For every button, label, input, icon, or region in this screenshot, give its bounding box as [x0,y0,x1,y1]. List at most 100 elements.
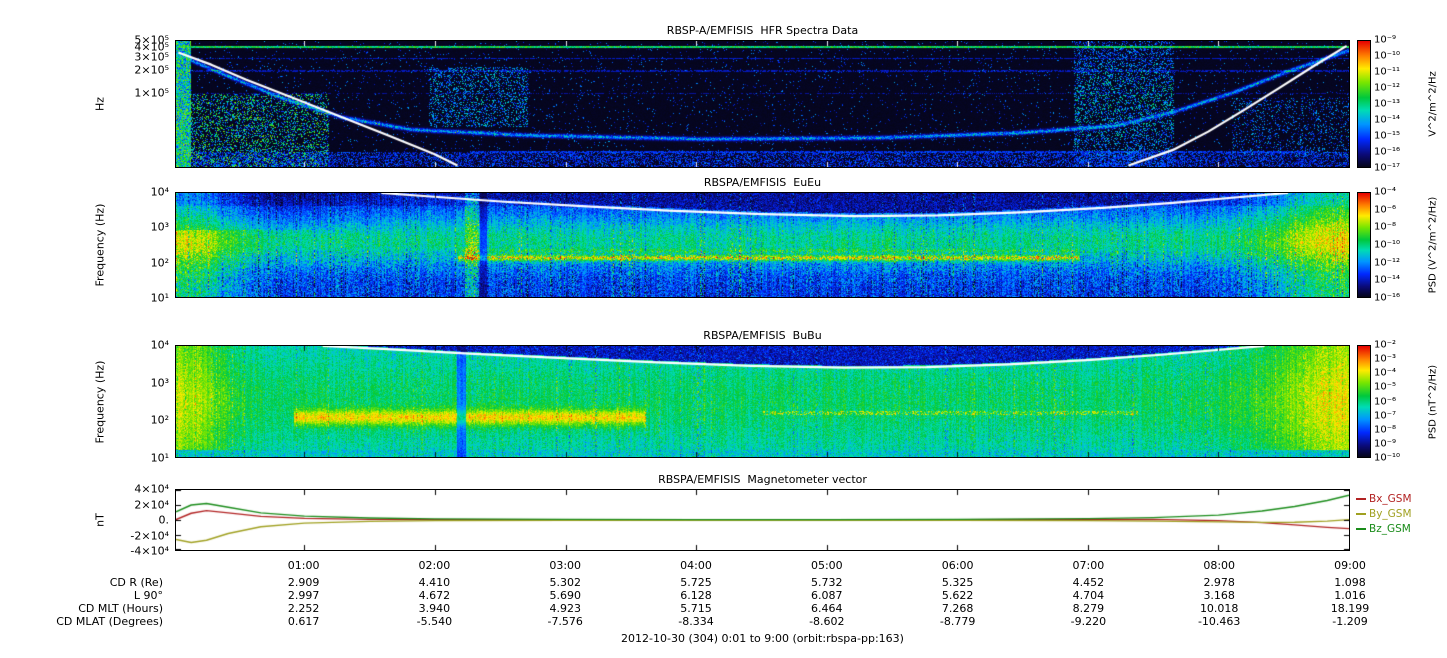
colorbar-tick-label: 10⁻⁴ [1374,187,1396,198]
panel-hfr-spectra: RBSP-A/EMFISIS HFR Spectra Data Hz 5×10⁵… [0,40,1447,168]
eueu-colorbar-unit-label: PSD (V^2/m^2/Hz) [1428,197,1439,294]
y-tick-label: -4×10⁴ [130,545,169,558]
figure-caption: 2012-10-30 (304) 0:01 to 9:00 (orbit:rbs… [175,632,1350,645]
y-tick-label: 4×10⁴ [134,483,169,496]
time-tick-label: 02:00 [419,559,451,572]
time-tick-label: 03:00 [549,559,581,572]
ephemeris-value: 5.725 [680,576,712,589]
ephemeris-row-label: CD R (Re) [0,576,163,589]
legend-item-bz-gsm: Bz_GSM [1356,521,1446,536]
time-tick-label: 07:00 [1073,559,1105,572]
time-tick-label: 05:00 [811,559,843,572]
time-axis-labels: 01:0002:0003:0004:0005:0006:0007:0008:00… [0,559,1447,573]
time-tick-label: 06:00 [942,559,974,572]
ephemeris-value: 4.672 [419,589,451,602]
colorbar-tick-label: 10⁻¹⁰ [1374,453,1400,464]
panel-title-eueu: RBSPA/EMFISIS EuEu [175,176,1350,189]
ephemeris-value: -1.209 [1332,615,1367,628]
y-tick-label: 10³ [151,376,169,389]
ephemeris-value: 4.452 [1073,576,1105,589]
colorbar-tick-label: 10⁻¹³ [1374,99,1400,110]
ephemeris-value: -8.602 [809,615,844,628]
y-axis-ticks-bubu: 10⁴10³10²10¹ [0,345,172,458]
colorbar-tick-label: 10⁻² [1374,340,1396,351]
legend-line-swatch [1356,498,1366,500]
ephemeris-value: 5.732 [811,576,843,589]
ephemeris-value: 7.268 [942,602,974,615]
colorbar-tick-label: 10⁻⁴ [1374,368,1396,379]
colorbar-tick-label: 10⁻¹¹ [1374,67,1400,78]
colorbar-tick-label: 10⁻¹⁴ [1374,115,1400,126]
colorbar-tick-label: 10⁻⁶ [1374,396,1396,407]
ephemeris-value: -7.576 [547,615,582,628]
ephemeris-value: 8.279 [1073,602,1105,615]
legend-item-bx-gsm: Bx_GSM [1356,491,1446,506]
ephemeris-value: 1.098 [1334,576,1366,589]
hfr-colorbar-ticks: 10⁻⁹10⁻¹⁰10⁻¹¹10⁻¹²10⁻¹³10⁻¹⁴10⁻¹⁵10⁻¹⁶1… [1374,40,1420,168]
ephemeris-row-label: CD MLAT (Degrees) [0,615,163,628]
y-axis-ticks-magnetometer: 4×10⁴2×10⁴0.-2×10⁴-4×10⁴ [0,489,172,551]
magnetometer-legend: Bx_GSM By_GSM Bz_GSM [1356,491,1446,536]
ephemeris-value: 6.128 [680,589,712,602]
y-tick-label: 0. [159,514,170,527]
ephemeris-value: 2.997 [288,589,320,602]
legend-label: By_GSM [1369,508,1412,520]
bubu-colorbar [1357,345,1371,458]
eueu-colorbar [1357,192,1371,298]
colorbar-tick-label: 10⁻¹⁵ [1374,131,1400,142]
hfr-colorbar-unit-label: V^2/m^2/Hz [1428,71,1439,137]
y-tick-label: 2×10⁵ [134,63,169,76]
magnetometer-plot-area [175,489,1350,551]
y-tick-label: 3×10⁵ [134,50,169,63]
ephemeris-value: 10.018 [1200,602,1239,615]
ephemeris-value: 4.923 [549,602,581,615]
ephemeris-value: 2.252 [288,602,320,615]
y-tick-label: 1×10⁵ [134,86,169,99]
magnetometer-line-canvas [176,490,1349,550]
ephemeris-value: 5.325 [942,576,974,589]
ephemeris-value: 6.087 [811,589,843,602]
colorbar-tick-label: 10⁻³ [1374,354,1396,365]
colorbar-tick-label: 10⁻¹⁶ [1374,147,1400,158]
ephemeris-value: -10.463 [1198,615,1240,628]
colorbar-tick-label: 10⁻¹⁶ [1374,293,1400,304]
legend-label: Bx_GSM [1369,493,1412,505]
ephemeris-value: 5.715 [680,602,712,615]
colorbar-tick-label: 10⁻¹⁰ [1374,51,1400,62]
time-tick-label: 08:00 [1203,559,1235,572]
colorbar-tick-label: 10⁻⁸ [1374,222,1396,233]
ephemeris-value: 1.016 [1334,589,1366,602]
legend-item-by-gsm: By_GSM [1356,506,1446,521]
y-tick-label: 10¹ [151,452,169,465]
colorbar-tick-label: 10⁻⁷ [1374,410,1396,421]
eueu-colorbar-ticks: 10⁻⁴10⁻⁶10⁻⁸10⁻¹⁰10⁻¹²10⁻¹⁴10⁻¹⁶ [1374,192,1420,298]
ephemeris-value: 18.199 [1331,602,1370,615]
y-axis-ticks-hfr: 5×10⁵4×10⁵3×10⁵2×10⁵1×10⁵ [0,40,172,168]
ephemeris-value: 3.940 [419,602,451,615]
colorbar-tick-label: 10⁻¹⁷ [1374,163,1400,174]
panel-eueu-spectra: RBSPA/EMFISIS EuEu Frequency (Hz) 10⁴10³… [0,192,1447,298]
hfr-plot-area [175,40,1350,168]
panel-title-magnetometer: RBSPA/EMFISIS Magnetometer vector [175,473,1350,486]
legend-line-swatch [1356,528,1366,530]
ephemeris-value: 5.302 [549,576,581,589]
colorbar-tick-label: 10⁻¹² [1374,83,1400,94]
ephemeris-row: CD R (Re)2.9094.4105.3025.7255.7325.3254… [0,576,1447,589]
ephemeris-value: 5.690 [549,589,581,602]
colorbar-tick-label: 10⁻⁹ [1374,35,1396,46]
ephemeris-value: 6.464 [811,602,843,615]
colorbar-tick-label: 10⁻⁹ [1374,438,1396,449]
y-tick-label: 10¹ [151,292,169,305]
ephemeris-row: CD MLAT (Degrees)0.617-5.540-7.576-8.334… [0,615,1447,628]
colorbar-tick-label: 10⁻¹⁰ [1374,240,1400,251]
legend-label: Bz_GSM [1369,523,1411,535]
y-tick-label: 10⁴ [151,339,169,352]
ephemeris-value: 5.622 [942,589,974,602]
bubu-colorbar-ticks: 10⁻²10⁻³10⁻⁴10⁻⁵10⁻⁶10⁻⁷10⁻⁸10⁻⁹10⁻¹⁰ [1374,345,1420,458]
hfr-spectrogram-canvas [176,41,1349,167]
panel-title-hfr: RBSP-A/EMFISIS HFR Spectra Data [175,24,1350,37]
y-tick-label: 10³ [151,221,169,234]
panel-magnetometer: RBSPA/EMFISIS Magnetometer vector nT 4×1… [0,489,1447,551]
ephemeris-value: 2.978 [1203,576,1235,589]
colorbar-tick-label: 10⁻¹² [1374,257,1400,268]
